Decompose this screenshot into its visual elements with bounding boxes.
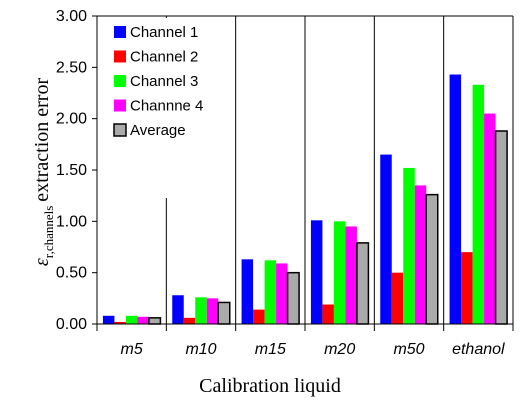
x-axis-title: Calibration liquid	[199, 375, 341, 397]
bar-m15-series-5	[286, 271, 300, 325]
x-category-label: m10	[185, 341, 216, 358]
bar-m5-series-5	[148, 317, 162, 325]
y-tick-label: 0.50	[56, 265, 87, 282]
bar-m10-series-3	[195, 297, 207, 324]
bar-m15-series-3	[264, 260, 277, 324]
bar-m50-series-3	[403, 167, 415, 324]
bar-m10-series-1	[172, 295, 184, 324]
x-category-label: m20	[324, 341, 355, 358]
legend-label: Average	[130, 122, 186, 139]
y-axis-symbol: ε	[31, 258, 53, 266]
y-tick-label: 0.00	[56, 316, 87, 333]
y-axis-label-rest: extraction error	[31, 78, 53, 202]
y-tick-label: 2.00	[56, 111, 87, 128]
legend-swatch	[114, 50, 126, 63]
x-category-label: m50	[393, 341, 424, 358]
bar-ethanol-series-2	[461, 252, 473, 324]
legend-label: Channel 3	[130, 73, 198, 90]
bar-m50-series-1	[380, 154, 392, 324]
bar-m50-series-4	[414, 185, 427, 324]
bar-m20-series-3	[333, 221, 346, 324]
bar-ethanol-series-3	[472, 84, 485, 324]
legend-swatch	[113, 123, 127, 137]
legend-label: Channne 4	[130, 98, 203, 115]
legend-swatch	[114, 26, 126, 38]
y-tick-label: 2.50	[56, 59, 87, 76]
bar-m5-series-1	[102, 315, 115, 324]
y-axis-subscript: r,channels	[41, 206, 56, 259]
axes: 0.00 0.50 1.00 1.50 2.00 2.50 3.00 m5 m10 m15 m20 m…	[56, 8, 514, 358]
bar-m10-series-5	[217, 301, 231, 325]
bar-m5-series-3	[125, 315, 138, 324]
legend-swatch	[114, 75, 126, 87]
bar-ethanol-series-1	[449, 74, 462, 325]
legend-label: Channel 2	[130, 49, 198, 66]
x-category-label: m15	[255, 341, 286, 358]
bar-m20-series-4	[345, 226, 357, 324]
bar-m50-series-5	[425, 193, 439, 325]
bar-m20-series-1	[310, 220, 323, 324]
bar-m20-series-2	[322, 304, 334, 324]
bar-m20-series-5	[356, 242, 370, 325]
bar-ethanol-series-4	[484, 113, 496, 325]
y-axis-title: εr,channels extraction error	[31, 78, 56, 267]
bar-m5-series-4	[137, 316, 149, 324]
bar-m50-series-2	[391, 272, 404, 324]
legend: Channel 1 Channel 2 Channel 3 Channne 4 Aver…	[108, 18, 208, 198]
bar-m15-series-4	[276, 263, 288, 324]
y-tick-label: 1.50	[56, 162, 87, 179]
legend-swatch	[114, 99, 126, 112]
bar-m15-series-1	[241, 259, 254, 324]
bar-m15-series-2	[253, 309, 265, 324]
bar-m10-series-2	[183, 317, 196, 324]
bar-ethanol-series-5	[494, 130, 508, 325]
grid-lines	[165, 16, 445, 331]
y-tick-label: 3.00	[56, 8, 87, 25]
bar-m5-series-2	[114, 321, 126, 324]
x-category-label: ethanol	[452, 341, 505, 358]
legend-label: Channel 1	[130, 24, 198, 41]
x-category-label: m5	[121, 341, 143, 358]
bar-m10-series-4	[206, 298, 219, 324]
y-tick-label: 1.00	[56, 213, 87, 230]
